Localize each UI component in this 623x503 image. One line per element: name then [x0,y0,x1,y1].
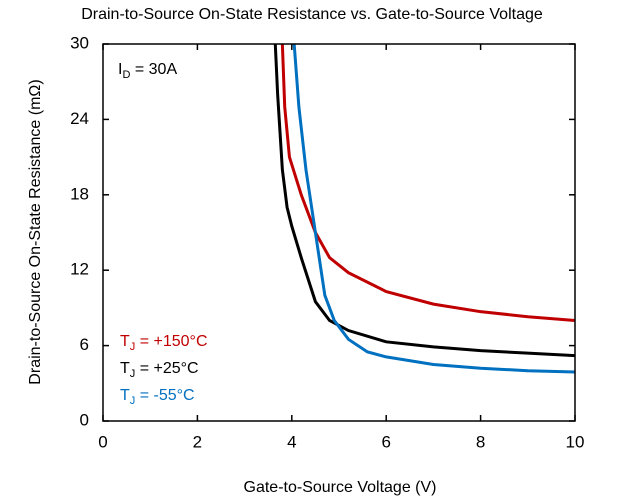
x-tick-label: 4 [287,432,296,451]
y-tick-label: 30 [70,33,89,52]
legend-label: TJ = +150°C [120,333,208,353]
legend-label: TJ = -55°C [120,387,195,407]
y-tick-label: 12 [70,260,89,279]
line-series [292,44,575,374]
y-axis-label: Drain-to-Source On-State Resistance (mΩ) [27,79,44,384]
y-tick-label: 6 [80,335,89,354]
y-tick-label: 18 [70,184,89,203]
chart-title: Drain-to-Source On-State Resistance vs. … [81,6,543,23]
x-axis-label: Gate-to-Source Voltage (V) [244,479,437,496]
x-tick-label: 6 [381,432,390,451]
y-tick-label: 0 [80,410,89,429]
annotation: ID = 30A [118,61,177,81]
plot-frame [102,43,576,422]
x-tick-label: 2 [193,432,202,451]
line-series [280,44,575,322]
legend-label: TJ = +25°C [120,360,199,380]
y-tick-label: 24 [70,109,89,128]
x-tick-label: 10 [566,432,585,451]
x-tick-label: 8 [476,432,485,451]
line-series [273,44,575,358]
x-tick-label: 0 [98,432,107,451]
